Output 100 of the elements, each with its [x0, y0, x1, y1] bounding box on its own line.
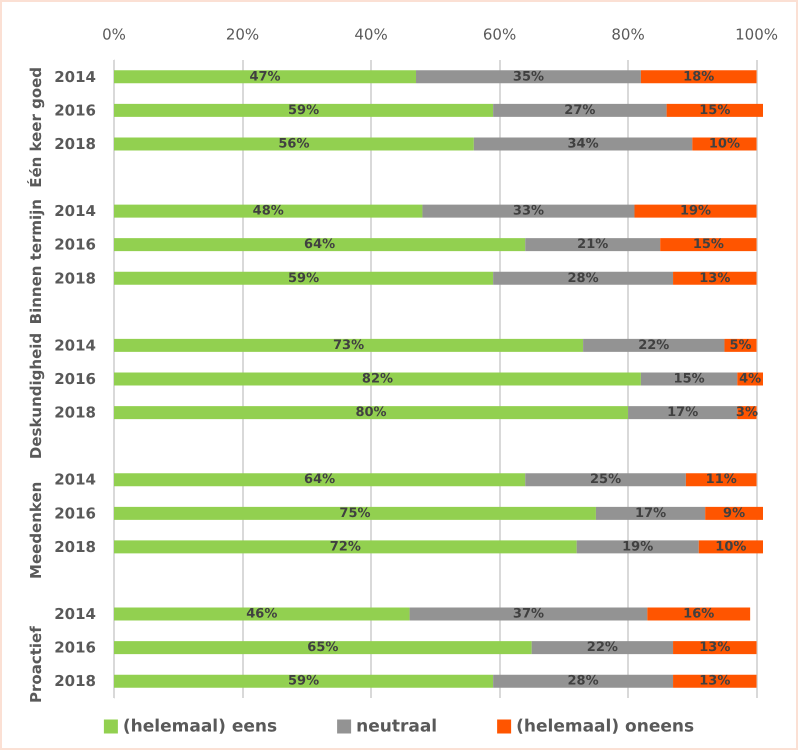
y-tick-label: 2016 — [54, 236, 96, 254]
data-label: 15% — [692, 237, 724, 252]
data-label: 10% — [708, 136, 740, 152]
text: Meedenken — [27, 482, 45, 579]
x-tick-label: 20% — [226, 26, 260, 44]
data-label: 5% — [729, 338, 752, 353]
bar — [410, 608, 648, 621]
data-label: 13% — [699, 270, 730, 286]
data-label: 22% — [586, 640, 618, 656]
y-tick-label: 2016 — [54, 370, 96, 388]
data-label: 10% — [715, 539, 746, 554]
bar — [114, 641, 532, 654]
data-label: 37% — [512, 606, 544, 622]
text: Proactief — [27, 626, 45, 703]
bar — [114, 272, 494, 285]
y-tick-label: 2014 — [54, 336, 96, 354]
data-label: 17% — [667, 405, 698, 420]
data-label: 59% — [288, 674, 320, 689]
bar — [422, 204, 634, 218]
bar — [525, 238, 660, 252]
x-tick-label: 100% — [735, 26, 778, 44]
legend-label: neutraal — [356, 716, 438, 736]
bar — [114, 608, 410, 621]
y-tick-label: 2016 — [54, 101, 96, 120]
data-label: 27% — [564, 102, 596, 118]
data-label: 28% — [568, 270, 599, 286]
bar — [532, 641, 674, 654]
data-label: 59% — [288, 270, 320, 286]
data-label: 80% — [355, 405, 387, 420]
data-label: 46% — [246, 606, 278, 622]
bar — [416, 70, 641, 84]
data-label: 15% — [699, 102, 730, 118]
bar — [114, 104, 494, 117]
data-label: 56% — [278, 136, 310, 152]
data-label: 64% — [304, 237, 336, 252]
y-tick-label: 2018 — [54, 269, 96, 288]
bar — [114, 540, 577, 554]
data-label: 21% — [577, 237, 608, 252]
data-label: 82% — [362, 372, 394, 386]
bar — [114, 506, 596, 520]
text: Deskundigheid — [27, 332, 45, 460]
text: Binnen termijn — [27, 199, 45, 324]
y-tick-label: 2018 — [54, 672, 96, 690]
data-label: 17% — [634, 506, 666, 521]
bar — [114, 137, 474, 150]
data-label: 19% — [622, 539, 654, 554]
data-label: 4% — [739, 372, 762, 386]
data-label: 28% — [568, 674, 599, 689]
bar — [114, 372, 641, 386]
data-label: 35% — [512, 69, 544, 84]
bar — [493, 674, 674, 688]
y-tick-label: 2014 — [54, 605, 96, 624]
bar — [583, 338, 724, 352]
data-label: 25% — [590, 472, 622, 488]
bar — [114, 674, 494, 688]
y-tick-label: 2014 — [54, 68, 96, 86]
data-label: 34% — [568, 136, 599, 152]
data-label: 59% — [288, 102, 320, 118]
data-label: 73% — [332, 338, 364, 353]
data-label: 9% — [723, 506, 746, 521]
data-label: 72% — [330, 539, 361, 554]
bar — [114, 338, 584, 352]
bar — [628, 406, 738, 420]
y-tick-label: 2016 — [54, 638, 96, 657]
data-label: 11% — [706, 472, 737, 488]
bar — [114, 473, 526, 486]
y-tick-label: 2018 — [54, 538, 96, 556]
legend-label: (helemaal) eens — [122, 716, 278, 736]
data-label: 65% — [307, 640, 338, 656]
y-tick-label: 2018 — [54, 404, 96, 422]
data-label: 16% — [683, 606, 714, 622]
data-label: 15% — [674, 372, 705, 386]
text: Één keer goed — [27, 66, 45, 188]
x-tick-label: 0% — [102, 26, 126, 44]
data-label: 33% — [512, 204, 544, 219]
y-tick-label: 2018 — [54, 134, 96, 153]
bar — [114, 204, 422, 218]
data-label: 22% — [638, 338, 670, 353]
bar — [114, 406, 628, 420]
bar — [596, 506, 706, 520]
data-label: 47% — [249, 69, 281, 84]
data-label: 64% — [304, 472, 336, 488]
bar — [474, 137, 692, 150]
bar — [493, 272, 674, 285]
data-label: 13% — [699, 674, 730, 689]
data-label: 18% — [683, 69, 714, 84]
y-tick-label: 2014 — [54, 202, 96, 220]
y-tick-label: 2014 — [54, 470, 96, 489]
data-label: 13% — [699, 640, 730, 656]
legend-label: (helemaal) oneens — [516, 716, 694, 736]
data-label: 48% — [252, 204, 284, 219]
x-tick-label: 60% — [482, 26, 516, 44]
x-tick-label: 40% — [354, 26, 388, 44]
bar — [634, 204, 757, 218]
bar — [493, 104, 667, 117]
bar — [525, 473, 686, 486]
x-tick-label: 80% — [611, 26, 645, 44]
y-tick-label: 2016 — [54, 504, 96, 522]
bar — [114, 238, 526, 252]
data-label: 19% — [680, 204, 712, 219]
